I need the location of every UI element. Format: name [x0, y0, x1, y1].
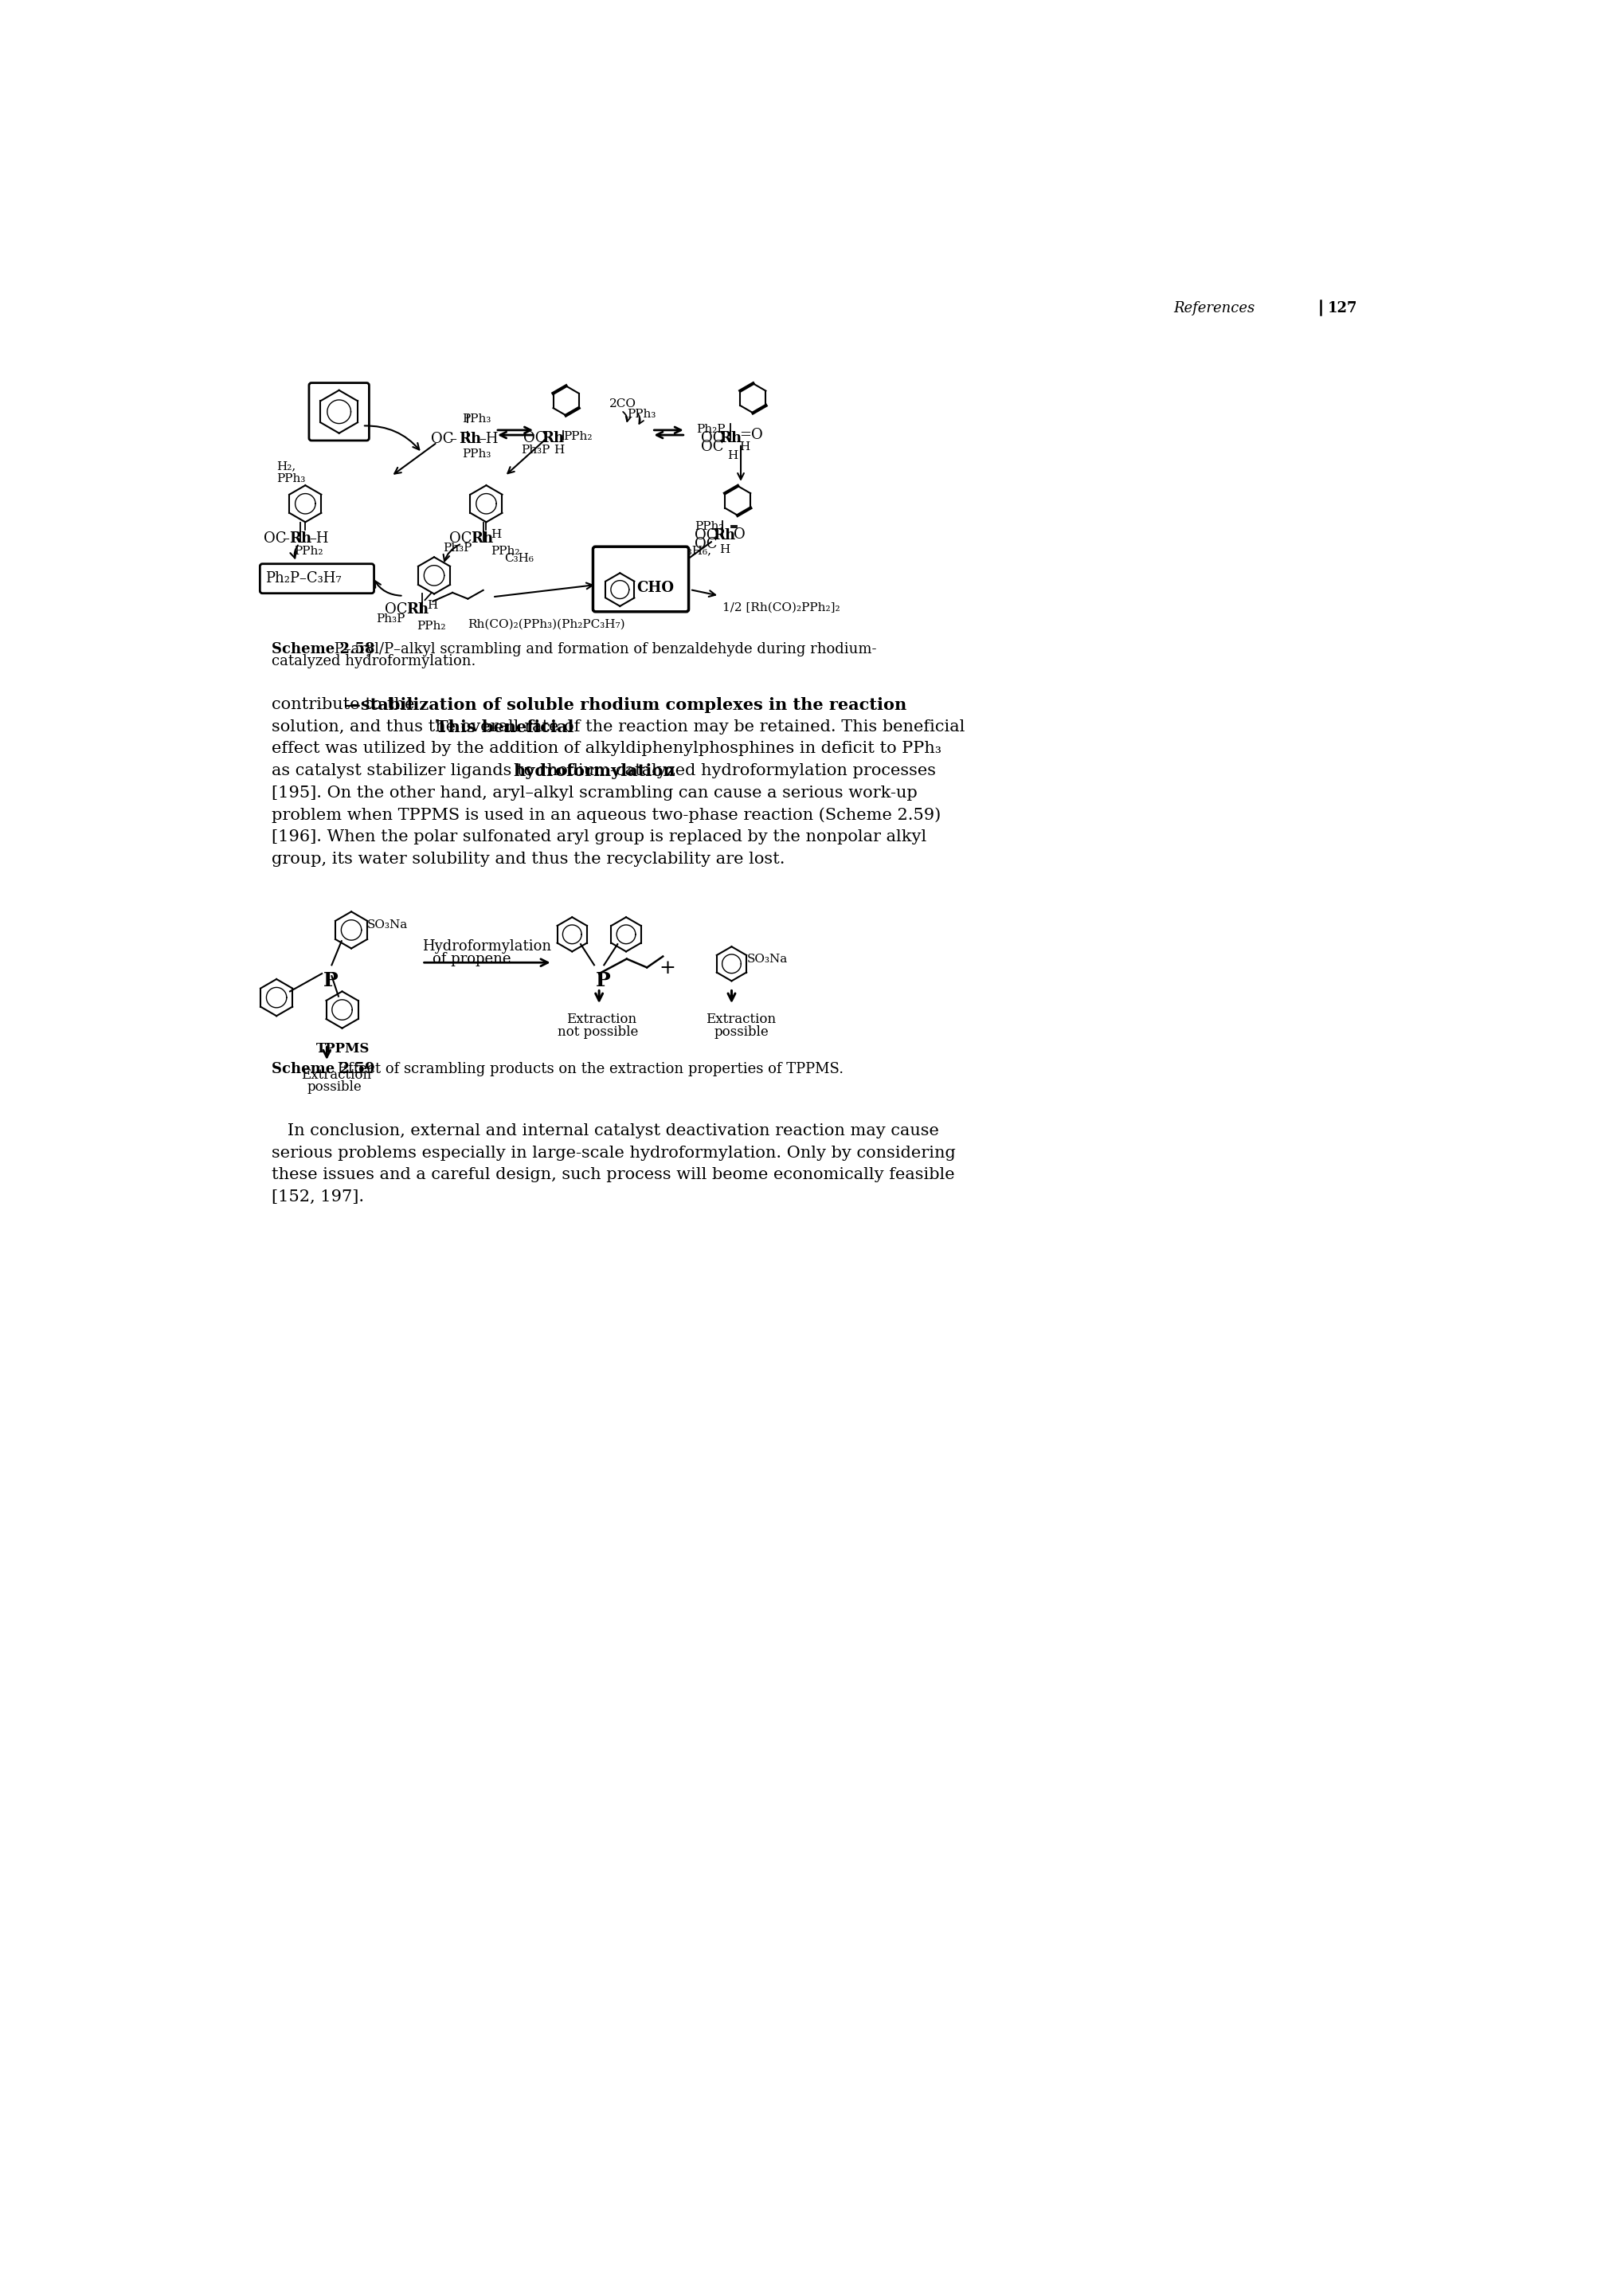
Text: [195]. On the other hand, aryl–alkyl scrambling can cause a serious work-up: [195]. On the other hand, aryl–alkyl scr… — [272, 785, 917, 801]
Text: H₂, C₃H₆,: H₂, C₃H₆, — [655, 544, 711, 556]
Text: Extraction: Extraction — [706, 1013, 776, 1026]
Text: Hydroformylation: Hydroformylation — [421, 939, 551, 953]
Text: References: References — [1174, 301, 1255, 315]
Text: +: + — [660, 960, 676, 978]
Text: Extraction: Extraction — [567, 1013, 636, 1026]
Text: CHO: CHO — [637, 581, 674, 595]
Text: –: – — [450, 432, 456, 445]
Text: possible: possible — [714, 1024, 768, 1038]
Text: OC: OC — [264, 530, 287, 546]
Text: OC: OC — [695, 528, 717, 542]
Text: solution, and thus the overall rate of the reaction may be retained. This benefi: solution, and thus the overall rate of t… — [272, 719, 965, 735]
Text: Rh(CO)₂(PPh₃)(Ph₂PC₃H₇): Rh(CO)₂(PPh₃)(Ph₂PC₃H₇) — [467, 620, 626, 629]
Text: H: H — [740, 441, 749, 452]
Text: OC: OC — [701, 441, 724, 455]
Text: Scheme 2.59: Scheme 2.59 — [272, 1063, 375, 1077]
FancyBboxPatch shape — [309, 383, 370, 441]
Text: [196]. When the polar sulfonated aryl group is replaced by the nonpolar alkyl: [196]. When the polar sulfonated aryl gr… — [272, 829, 927, 845]
Text: PPh₃: PPh₃ — [655, 556, 684, 567]
Text: PPh₂: PPh₂ — [416, 620, 447, 631]
Text: —stabilization of soluble rhodium complexes in the reaction: —stabilization of soluble rhodium comple… — [344, 698, 906, 712]
Text: Ph₂P–C₃H₇: Ph₂P–C₃H₇ — [266, 572, 341, 585]
Text: 1/2 [Rh(CO)₂PPh₂]₂: 1/2 [Rh(CO)₂PPh₂]₂ — [722, 602, 841, 613]
Text: Rh: Rh — [541, 432, 564, 445]
Text: O: O — [733, 528, 744, 542]
FancyBboxPatch shape — [592, 546, 688, 611]
Text: serious problems especially in large-scale hydroformylation. Only by considering: serious problems especially in large-sca… — [272, 1146, 956, 1159]
Text: Rh: Rh — [407, 602, 429, 618]
Text: contribute to the: contribute to the — [272, 698, 419, 712]
Text: hydroformylation: hydroformylation — [514, 762, 676, 778]
Text: PPh₃: PPh₃ — [461, 413, 490, 425]
Text: TPPMS: TPPMS — [317, 1042, 370, 1056]
Text: =O: =O — [740, 427, 762, 443]
Text: Rh: Rh — [712, 528, 735, 542]
Text: P: P — [323, 971, 338, 990]
Text: not possible: not possible — [557, 1024, 639, 1038]
Text: –: – — [282, 530, 290, 546]
Text: Rh: Rh — [719, 432, 741, 445]
Text: PPh₂: PPh₂ — [295, 546, 323, 558]
Text: group, its water solubility and thus the recyclability are lost.: group, its water solubility and thus the… — [272, 852, 784, 866]
Text: PPh₃: PPh₃ — [628, 409, 656, 420]
Text: Rh: Rh — [471, 530, 493, 546]
Text: Ph₂P: Ph₂P — [696, 425, 725, 436]
Text: H: H — [427, 599, 437, 611]
Text: effect was utilized by the addition of alkyldiphenylphosphines in deficit to PPh: effect was utilized by the addition of a… — [272, 742, 941, 755]
Text: PPh₂: PPh₂ — [490, 546, 520, 558]
Text: H: H — [727, 450, 738, 461]
Text: H: H — [719, 544, 730, 556]
Text: H: H — [554, 445, 564, 457]
Text: PPh₂: PPh₂ — [564, 432, 592, 443]
Text: H: H — [490, 528, 501, 540]
Text: In conclusion, external and internal catalyst deactivation reaction may cause: In conclusion, external and internal cat… — [272, 1123, 938, 1139]
Text: Ph₃P: Ph₃P — [376, 613, 405, 625]
Text: OC: OC — [431, 432, 453, 445]
Text: H₂,: H₂, — [277, 461, 296, 473]
Text: problem when TPPMS is used in an aqueous two-phase reaction (Scheme 2.59): problem when TPPMS is used in an aqueous… — [272, 808, 941, 822]
Text: catalyzed hydroformylation.: catalyzed hydroformylation. — [272, 654, 475, 668]
Text: of propene: of propene — [432, 953, 511, 967]
Text: PPh₂: PPh₂ — [695, 521, 724, 533]
Text: P–aryl/P–alkyl scrambling and formation of benzaldehyde during rhodium-: P–aryl/P–alkyl scrambling and formation … — [330, 643, 877, 657]
Text: OC: OC — [695, 537, 717, 551]
Text: OC: OC — [524, 432, 546, 445]
Text: –H: –H — [479, 432, 498, 445]
Text: Ph₃P: Ph₃P — [443, 542, 472, 553]
Text: these issues and a careful design, such process will beome economically feasible: these issues and a careful design, such … — [272, 1166, 954, 1182]
Text: 127: 127 — [1327, 301, 1358, 315]
Text: 2CO: 2CO — [608, 397, 636, 409]
Text: Scheme 2.58: Scheme 2.58 — [272, 643, 375, 657]
Text: Effect of scrambling products on the extraction properties of TPPMS.: Effect of scrambling products on the ext… — [333, 1063, 844, 1077]
Text: Ph₃P: Ph₃P — [522, 445, 551, 457]
Text: P: P — [596, 971, 610, 990]
Text: –H: –H — [309, 530, 330, 546]
Text: SO₃Na: SO₃Na — [748, 953, 788, 964]
Text: C₃H₆: C₃H₆ — [504, 553, 535, 565]
Text: OC: OC — [701, 432, 724, 445]
Text: SO₃Na: SO₃Na — [367, 918, 408, 930]
Text: [152, 197].: [152, 197]. — [272, 1189, 363, 1205]
Text: possible: possible — [307, 1081, 362, 1093]
Text: This beneficial: This beneficial — [435, 719, 573, 735]
Text: as catalyst stabilizer ligands to rhodium-catalyzed hydroformylation processes: as catalyst stabilizer ligands to rhodiu… — [272, 762, 937, 778]
FancyBboxPatch shape — [259, 565, 375, 592]
Text: Rh: Rh — [458, 432, 480, 445]
Text: Rh: Rh — [290, 530, 312, 546]
Text: PPh₃: PPh₃ — [277, 473, 306, 484]
Text: Extraction: Extraction — [301, 1068, 371, 1081]
Text: OC: OC — [450, 530, 472, 546]
Text: OC: OC — [386, 602, 408, 618]
Text: PPh₃: PPh₃ — [461, 448, 490, 459]
